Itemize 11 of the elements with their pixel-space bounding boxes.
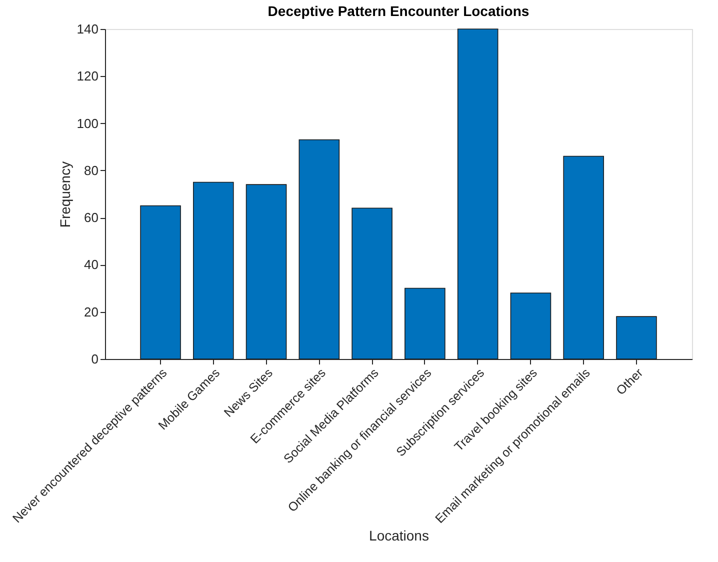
y-tick-label: 60 [84, 210, 98, 226]
y-tick-label: 100 [76, 116, 98, 131]
y-tick-label: 120 [76, 68, 98, 84]
y-tick-label: 20 [84, 304, 98, 320]
y-tick-label: 80 [84, 162, 98, 178]
y-tick-label: 140 [76, 22, 98, 36]
y-tick-label: 0 [91, 352, 98, 366]
y-axis-title: Frequency [56, 161, 73, 228]
y-tick-label: 40 [84, 257, 98, 272]
chart-title: Deceptive Pattern Encounter Locations [268, 3, 530, 19]
x-axis-title: Locations [369, 528, 429, 544]
